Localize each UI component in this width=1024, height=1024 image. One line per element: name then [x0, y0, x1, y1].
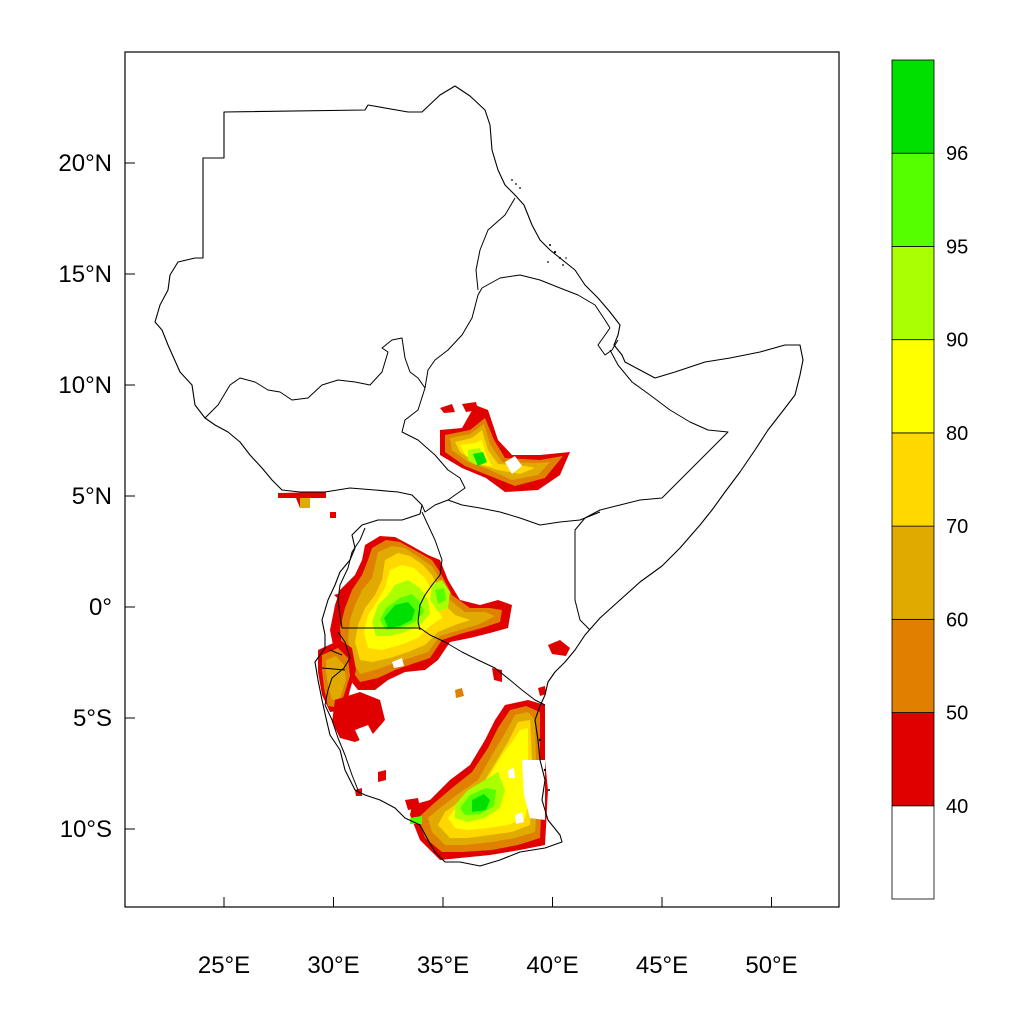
- border-rwanda-burundi: [321, 631, 351, 706]
- x-tick-label: 45°E: [636, 952, 688, 979]
- border-eritrea: [475, 197, 516, 291]
- border-tanzania-west: [324, 704, 359, 791]
- islands: [511, 179, 567, 791]
- x-tick-label: 25°E: [198, 952, 250, 979]
- x-tick-label: 35°E: [417, 952, 469, 979]
- y-tick-label: 10°S: [60, 816, 112, 843]
- colorbar: 40 50 60 70 80 90 95 96: [891, 59, 968, 900]
- colorbar-label: 60: [946, 609, 968, 631]
- y-tick-label: 5°S: [73, 705, 112, 732]
- y-tick-label: 0°: [89, 594, 112, 621]
- y-tick-label: 5°N: [72, 483, 112, 510]
- border-kenya-uganda: [417, 511, 443, 631]
- colorbar-segment: [891, 432, 935, 527]
- y-tick-label: 15°N: [58, 261, 112, 288]
- border-uganda-drc: [337, 527, 366, 629]
- region-outline: [154, 85, 804, 867]
- colorbar-label: 40: [946, 796, 968, 818]
- contour-victoria: [318, 536, 570, 745]
- country-borders: [154, 85, 804, 867]
- x-axis: 25°E 30°E 35°E 40°E 45°E 50°E: [198, 897, 798, 979]
- x-tick-label: 40°E: [526, 952, 578, 979]
- contour-fills: [278, 402, 570, 860]
- colorbar-label: 96: [946, 143, 968, 165]
- contour-west: [278, 492, 336, 518]
- border-djibouti: [597, 327, 619, 356]
- colorbar-segment: [891, 712, 935, 807]
- border-ethiopia-somalia: [574, 349, 729, 631]
- y-axis: 20°N 15°N 10°N 5°N 0° 5°S 10°S: [58, 150, 135, 843]
- colorbar-segment: [891, 805, 935, 900]
- x-tick-label: 30°E: [307, 952, 359, 979]
- colorbar-segment: [891, 59, 935, 154]
- colorbar-segment: [891, 525, 935, 620]
- border-ethiopia-south: [401, 387, 601, 526]
- contour-tanzania: [355, 700, 548, 860]
- colorbar-label: 90: [946, 330, 968, 352]
- contour-ethiopia: [440, 402, 570, 492]
- colorbar-label: 80: [946, 423, 968, 445]
- colorbar-segment: [891, 339, 935, 434]
- x-tick-label: 50°E: [745, 952, 797, 979]
- colorbar-label: 50: [946, 703, 968, 725]
- colorbar-label: 95: [946, 236, 968, 258]
- y-tick-label: 10°N: [58, 372, 112, 399]
- colorbar-segment: [891, 152, 935, 247]
- colorbar-segment: [891, 246, 935, 341]
- colorbar-segment: [891, 618, 935, 713]
- y-tick-label: 20°N: [58, 150, 112, 177]
- colorbar-label: 70: [946, 516, 968, 538]
- border-sudan-south: [204, 274, 611, 419]
- border-tanzania-north: [342, 627, 546, 706]
